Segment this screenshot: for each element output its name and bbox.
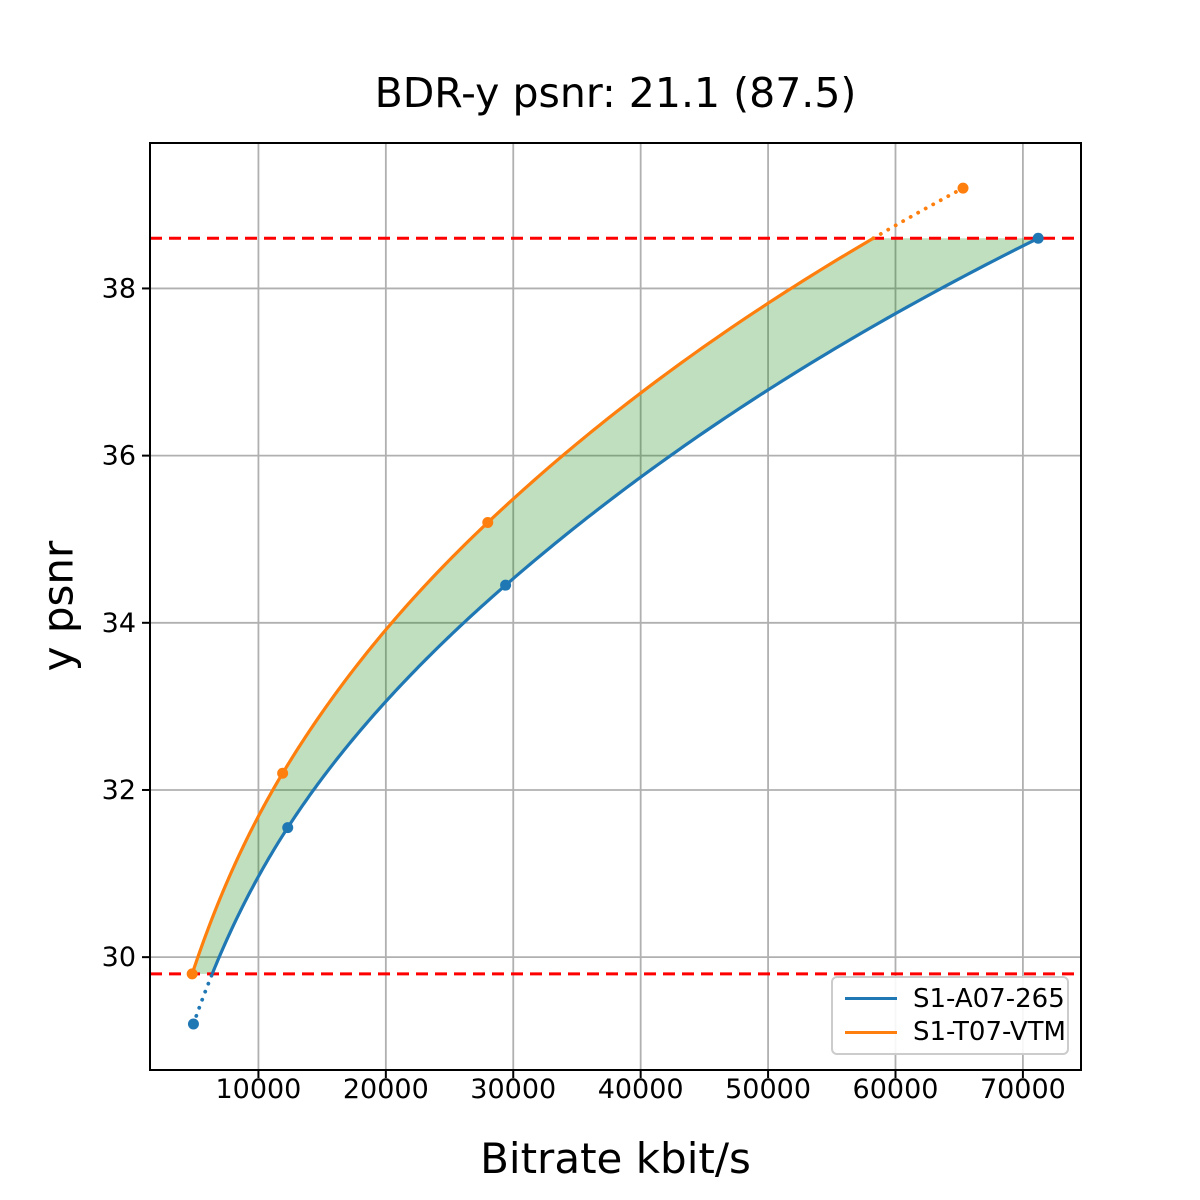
svg-text:34: 34 xyxy=(102,608,136,639)
svg-text:70000: 70000 xyxy=(980,1074,1066,1105)
svg-text:20000: 20000 xyxy=(343,1074,429,1105)
svg-text:10000: 10000 xyxy=(215,1074,301,1105)
legend-line-sample xyxy=(845,1030,897,1034)
legend: S1-A07-265 S1-T07-VTM xyxy=(831,976,1069,1055)
legend-item: S1-T07-VTM xyxy=(845,1017,1066,1047)
y-axis-label: y psnr xyxy=(33,540,83,672)
legend-label: S1-A07-265 xyxy=(913,983,1065,1014)
legend-line-sample xyxy=(845,997,897,1001)
svg-text:50000: 50000 xyxy=(725,1074,811,1105)
svg-text:38: 38 xyxy=(102,273,136,304)
svg-text:32: 32 xyxy=(102,775,136,806)
svg-text:60000: 60000 xyxy=(853,1074,939,1105)
svg-text:30000: 30000 xyxy=(470,1074,556,1105)
legend-item: S1-A07-265 xyxy=(845,984,1065,1014)
svg-text:40000: 40000 xyxy=(598,1074,684,1105)
svg-text:36: 36 xyxy=(102,441,136,472)
chart-title: BDR-y psnr: 21.1 (87.5) xyxy=(374,69,857,117)
svg-text:30: 30 xyxy=(102,942,136,973)
x-axis-label: Bitrate kbit/s xyxy=(480,1134,751,1183)
legend-label: S1-T07-VTM xyxy=(913,1017,1066,1048)
